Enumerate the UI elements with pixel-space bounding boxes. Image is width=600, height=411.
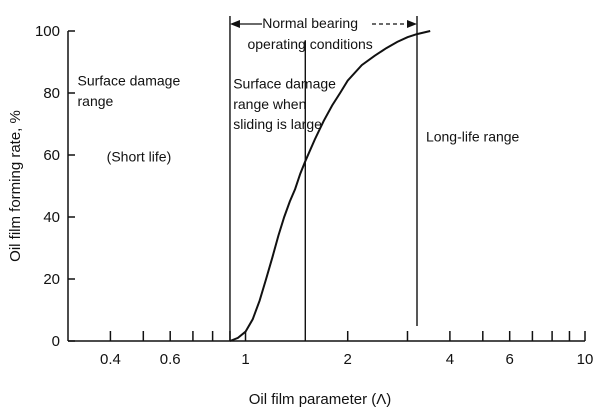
annotations: Surface damage range (Short life) Surface d… <box>78 15 520 165</box>
series <box>229 30 431 342</box>
annotation-label: Surface damage <box>78 73 181 89</box>
x-tick-label: 0.4 <box>100 351 121 368</box>
y-ticks: 0 20 40 60 80 100 <box>35 23 75 350</box>
y-tick-label: 60 <box>43 147 60 164</box>
x-tick-label: 4 <box>446 351 454 368</box>
y-tick-label: 80 <box>43 85 60 102</box>
annotation-label: sliding is large <box>233 116 322 132</box>
x-tick-label: 10 <box>577 351 594 368</box>
x-tick-label: 6 <box>506 351 514 368</box>
annotation-label: (Short life) <box>107 149 172 165</box>
series-line <box>229 30 431 342</box>
y-axis-title: Oil film forming rate, % <box>7 110 24 262</box>
arrow-left-icon <box>229 20 240 28</box>
annotation-label: Long-life range <box>426 128 520 144</box>
x-ticks: 0.4 0.6 1 2 4 6 10 <box>100 331 593 368</box>
x-tick-label: 2 <box>344 351 352 368</box>
annotation-label: Surface damage <box>233 76 336 92</box>
y-tick-label: 100 <box>35 23 60 40</box>
x-tick-label: 1 <box>241 351 249 368</box>
y-tick-label: 0 <box>52 333 60 350</box>
y-tick-label: 20 <box>43 271 60 288</box>
annotation-label: range when <box>233 96 306 112</box>
x-axis-title: Oil film parameter (Λ) <box>249 391 392 408</box>
plot-area: 0 20 40 60 80 100 0.4 0.6 1 2 4 6 10 Surface damage… <box>35 15 593 368</box>
operating-range-arrow <box>229 20 418 28</box>
annotation-label: Normal bearing <box>262 15 358 31</box>
annotation-label: range <box>78 93 114 109</box>
x-tick-label: 0.6 <box>160 351 181 368</box>
annotation-label: operating conditions <box>247 36 372 52</box>
arrow-right-icon <box>407 20 418 28</box>
y-tick-label: 40 <box>43 209 60 226</box>
region-boundaries <box>229 16 418 341</box>
